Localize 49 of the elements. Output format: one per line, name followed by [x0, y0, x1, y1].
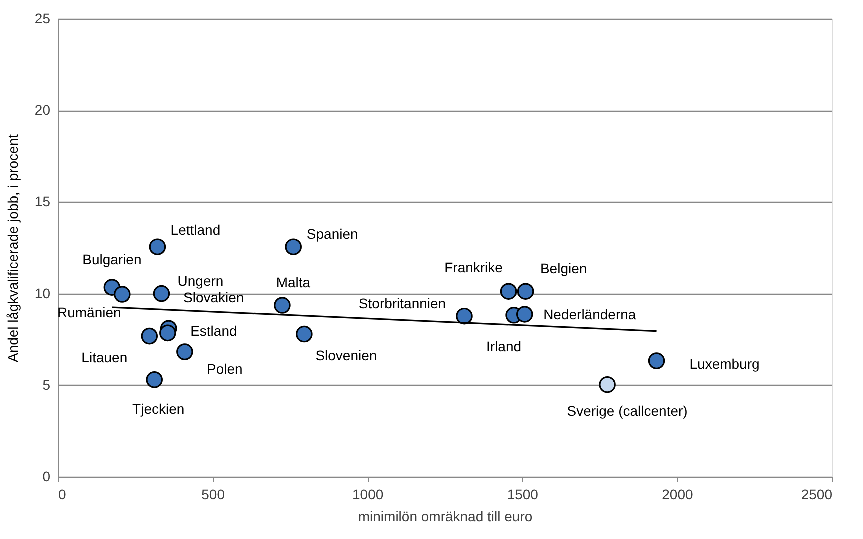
point — [160, 324, 176, 342]
annotation: Litauen — [82, 349, 128, 366]
y-tick-label: 20 — [34, 102, 51, 118]
annotation: Irland — [486, 338, 522, 354]
y-axis-title: Andel lågkvalificerade jobb, i procent — [4, 134, 21, 363]
x-tick-label: 2000 — [662, 486, 694, 502]
point — [153, 285, 170, 302]
annotation: Bulgarien — [82, 252, 142, 268]
point — [500, 283, 518, 300]
annotation: Slovenien — [316, 347, 378, 364]
annotation: Ungern — [178, 272, 224, 289]
y-tick-label: 0 — [42, 468, 51, 484]
annotation: Slovakien — [183, 290, 244, 306]
annotation: Spanien — [306, 226, 358, 242]
point — [114, 286, 131, 303]
point — [149, 238, 166, 256]
x-tick-label: 2500 — [801, 486, 833, 502]
annotation: Sverige (callcenter) — [567, 402, 688, 419]
x-tick-label: 1500 — [507, 486, 539, 502]
annotation: Belgien — [540, 260, 588, 277]
point — [176, 344, 194, 360]
annotation: Polen — [207, 361, 243, 378]
y-tick-label: 15 — [34, 194, 51, 210]
annotation: Lettland — [170, 222, 221, 238]
annotation: Luxemburg — [690, 356, 760, 372]
annotation: Malta — [276, 274, 311, 291]
point — [648, 352, 666, 370]
x-tick-label: 1000 — [352, 486, 384, 502]
point — [285, 238, 302, 256]
point — [599, 376, 616, 394]
y-tick-label: 25 — [34, 10, 51, 26]
annotation: Rumänien — [57, 304, 122, 321]
annotation: Tjeckien — [132, 400, 185, 417]
x-tick-label: 0 — [58, 486, 66, 502]
point — [296, 326, 313, 343]
point — [146, 372, 163, 388]
y-tick-label: 10 — [34, 285, 51, 302]
point — [274, 297, 291, 314]
point — [141, 328, 158, 345]
annotation: Frankrike — [444, 260, 504, 276]
point — [456, 308, 473, 325]
point — [517, 283, 534, 300]
annotation: Storbritannien — [358, 295, 446, 312]
point — [516, 306, 534, 323]
x-axis-title: minimilön omräknad till euro — [358, 508, 533, 524]
x-tick-label: 500 — [202, 486, 226, 502]
annotation: Nederländerna — [544, 306, 636, 322]
annotation: Estland — [190, 323, 238, 340]
y-tick-label: 5 — [42, 376, 51, 393]
